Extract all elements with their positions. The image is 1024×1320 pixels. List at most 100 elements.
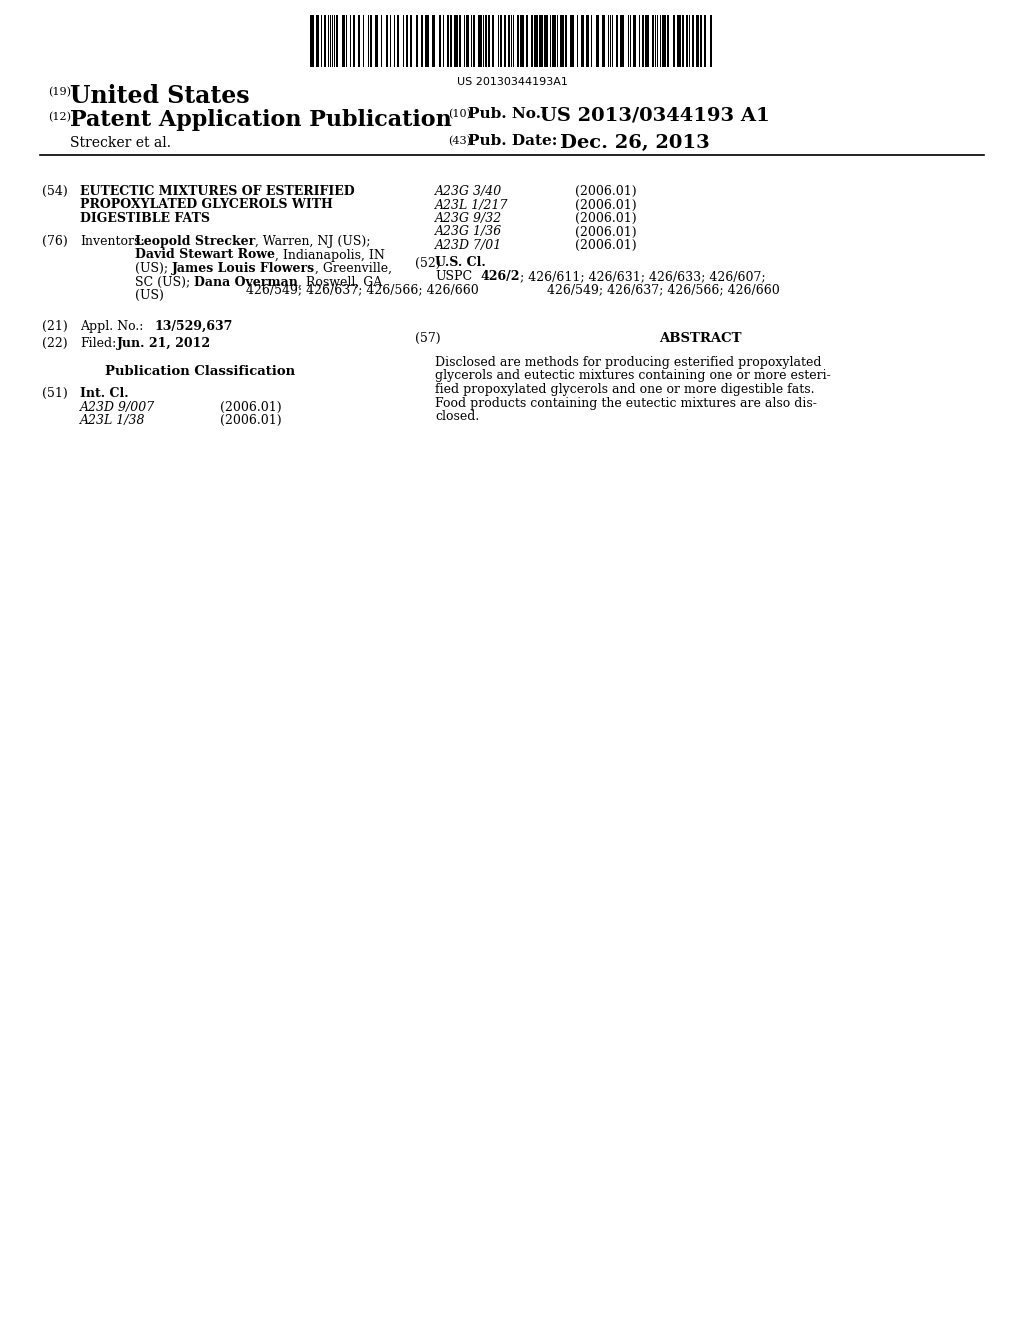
Text: 426/549; 426/637; 426/566; 426/660: 426/549; 426/637; 426/566; 426/660 — [547, 284, 780, 297]
Bar — [545, 15, 549, 67]
Bar — [484, 15, 486, 67]
Text: A23G 3/40: A23G 3/40 — [435, 185, 502, 198]
Bar — [432, 15, 435, 67]
Bar — [425, 15, 429, 67]
Bar — [336, 15, 338, 67]
Text: (51): (51) — [42, 387, 68, 400]
Text: (52): (52) — [415, 256, 440, 269]
Bar — [520, 15, 524, 67]
Text: (22): (22) — [42, 337, 68, 350]
Bar — [406, 15, 408, 67]
Text: , Roswell, GA: , Roswell, GA — [298, 276, 382, 289]
Text: (US): (US) — [135, 289, 164, 302]
Bar — [645, 15, 649, 67]
Bar — [540, 15, 544, 67]
Text: Pub. No.:: Pub. No.: — [468, 107, 547, 121]
Bar — [616, 15, 618, 67]
Bar — [677, 15, 681, 67]
Bar — [692, 15, 694, 67]
Text: Inventors:: Inventors: — [80, 235, 144, 248]
Text: US 20130344193A1: US 20130344193A1 — [457, 77, 567, 87]
Bar — [353, 15, 355, 67]
Bar — [596, 15, 599, 67]
Bar — [582, 15, 585, 67]
Text: (21): (21) — [42, 319, 68, 333]
Text: (76): (76) — [42, 235, 68, 248]
Bar — [696, 15, 699, 67]
Text: Dec. 26, 2013: Dec. 26, 2013 — [560, 135, 710, 152]
Bar — [560, 15, 564, 67]
Text: Pub. Date:: Pub. Date: — [468, 135, 557, 148]
Text: A23L 1/38: A23L 1/38 — [80, 414, 145, 426]
Bar — [500, 15, 502, 67]
Text: USPC: USPC — [435, 271, 472, 282]
Text: (10): (10) — [449, 110, 471, 119]
Bar — [416, 15, 418, 67]
Bar — [642, 15, 644, 67]
Text: , Warren, NJ (US);: , Warren, NJ (US); — [255, 235, 371, 248]
Text: Leopold Strecker: Leopold Strecker — [135, 235, 255, 248]
Text: (2006.01): (2006.01) — [220, 414, 282, 426]
Bar — [587, 15, 589, 67]
Bar — [487, 15, 489, 67]
Text: David Stewart Rowe: David Stewart Rowe — [135, 248, 275, 261]
Text: 426/549; 426/637; 426/566; 426/660: 426/549; 426/637; 426/566; 426/660 — [246, 284, 479, 297]
Bar — [375, 15, 378, 67]
Text: (2006.01): (2006.01) — [575, 239, 637, 252]
Text: fied propoxylated glycerols and one or more digestible fats.: fied propoxylated glycerols and one or m… — [435, 383, 814, 396]
Text: , Greenville,: , Greenville, — [315, 261, 392, 275]
Text: (19): (19) — [48, 87, 71, 98]
Bar — [652, 15, 654, 67]
Text: (2006.01): (2006.01) — [220, 400, 282, 413]
Bar — [526, 15, 528, 67]
Bar — [700, 15, 702, 67]
Text: A23G 1/36: A23G 1/36 — [435, 226, 502, 239]
Text: EUTECTIC MIXTURES OF ESTERIFIED: EUTECTIC MIXTURES OF ESTERIFIED — [80, 185, 354, 198]
Bar — [517, 15, 519, 67]
Text: (2006.01): (2006.01) — [575, 198, 637, 211]
Text: 13/529,637: 13/529,637 — [155, 319, 233, 333]
Text: James Louis Flowers: James Louis Flowers — [172, 261, 315, 275]
Text: (2006.01): (2006.01) — [575, 226, 637, 239]
Text: (12): (12) — [48, 112, 71, 123]
Text: A23L 1/217: A23L 1/217 — [435, 198, 509, 211]
Text: SC (US);: SC (US); — [135, 276, 195, 289]
Bar — [324, 15, 326, 67]
Bar — [602, 15, 605, 67]
Bar — [450, 15, 452, 67]
Text: 426/2: 426/2 — [480, 271, 519, 282]
Bar — [396, 15, 398, 67]
Bar — [438, 15, 440, 67]
Bar — [508, 15, 510, 67]
Bar — [535, 15, 539, 67]
Bar — [682, 15, 684, 67]
Bar — [421, 15, 423, 67]
Bar — [710, 15, 712, 67]
Bar — [686, 15, 688, 67]
Text: United States: United States — [70, 84, 250, 108]
Text: (2006.01): (2006.01) — [575, 213, 637, 224]
Bar — [531, 15, 534, 67]
Text: ABSTRACT: ABSTRACT — [658, 333, 741, 345]
Text: Appl. No.:: Appl. No.: — [80, 319, 143, 333]
Text: PROPOXYLATED GLYCEROLS WITH: PROPOXYLATED GLYCEROLS WITH — [80, 198, 333, 211]
Text: closed.: closed. — [435, 411, 479, 422]
Text: U.S. Cl.: U.S. Cl. — [435, 256, 485, 269]
Bar — [570, 15, 574, 67]
Text: A23D 7/01: A23D 7/01 — [435, 239, 502, 252]
Text: Disclosed are methods for producing esterified propoxylated: Disclosed are methods for producing este… — [435, 356, 821, 370]
Bar — [459, 15, 461, 67]
Text: ; 426/611; 426/631; 426/633; 426/607;: ; 426/611; 426/631; 426/633; 426/607; — [519, 271, 765, 282]
Text: Int. Cl.: Int. Cl. — [80, 387, 129, 400]
Bar — [663, 15, 667, 67]
Bar — [633, 15, 636, 67]
Text: Patent Application Publication: Patent Application Publication — [70, 110, 452, 131]
Bar — [473, 15, 474, 67]
Text: , Indianapolis, IN: , Indianapolis, IN — [275, 248, 385, 261]
Bar — [705, 15, 706, 67]
Bar — [310, 15, 314, 67]
Bar — [552, 15, 556, 67]
Bar — [477, 15, 481, 67]
Text: (57): (57) — [415, 333, 440, 345]
Bar — [492, 15, 494, 67]
